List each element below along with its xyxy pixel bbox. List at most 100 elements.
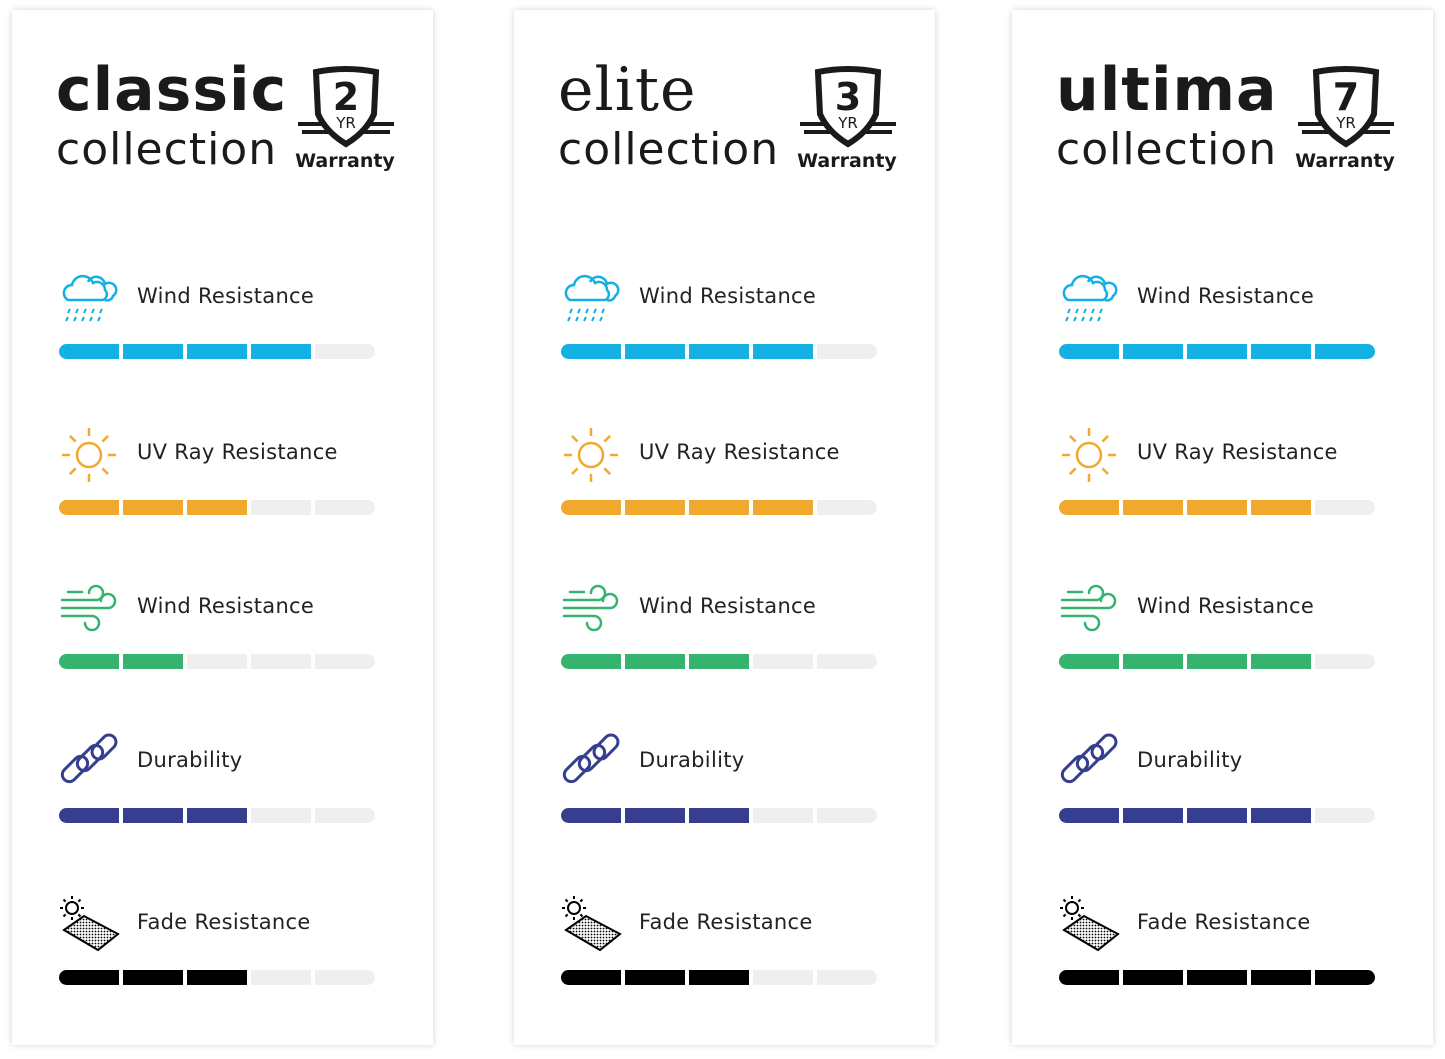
metric-label: Wind Resistance (639, 284, 817, 308)
rating-segment-filled (1187, 500, 1247, 515)
collection-subtitle: collection (56, 124, 278, 175)
rain-cloud-icon (1058, 268, 1120, 330)
metric-label: Wind Resistance (639, 594, 817, 618)
rating-segment-filled (123, 654, 183, 669)
rating-bar (59, 344, 375, 359)
rating-segment-filled (1123, 808, 1183, 823)
metric-row: Durability (560, 732, 890, 832)
metric-label: Durability (639, 748, 745, 772)
rating-segment-filled (1315, 970, 1375, 985)
warranty-label: Warranty (797, 150, 897, 172)
rating-segment-empty (753, 808, 813, 823)
rating-segment-filled (1251, 970, 1311, 985)
rating-segment-filled (689, 654, 749, 669)
rating-bar (1059, 654, 1375, 669)
rating-segment-filled (59, 654, 119, 669)
rating-segment-filled (1251, 654, 1311, 669)
rating-segment-filled (187, 500, 247, 515)
warranty-label: Warranty (1295, 150, 1395, 172)
warranty-unit: YR (1335, 114, 1356, 132)
sun-icon (560, 424, 622, 486)
card-classic: classic collection 2 YR Warranty Wind Re… (12, 10, 433, 1045)
warranty-years: 7 (1333, 75, 1359, 119)
rating-segment-filled (1059, 970, 1119, 985)
sun-fabric-icon (58, 894, 120, 956)
rating-segment-filled (1251, 808, 1311, 823)
rating-segment-filled (561, 808, 621, 823)
metric-row: Durability (58, 732, 388, 832)
metric-row: Wind Resistance (560, 578, 890, 678)
metric-row: Durability (1058, 732, 1388, 832)
wind-icon (1058, 578, 1120, 640)
metric-row: Wind Resistance (560, 268, 890, 368)
wind-icon (58, 578, 120, 640)
rating-bar (561, 344, 877, 359)
rating-segment-filled (1059, 344, 1119, 359)
collection-title: ultima (1056, 55, 1278, 125)
rating-segment-empty (753, 970, 813, 985)
rating-segment-filled (123, 970, 183, 985)
rating-segment-empty (315, 500, 375, 515)
metric-label: Wind Resistance (1137, 594, 1315, 618)
rating-segment-filled (1315, 344, 1375, 359)
rating-segment-filled (1187, 654, 1247, 669)
rating-segment-empty (251, 654, 311, 669)
rating-segment-filled (625, 808, 685, 823)
rating-segment-filled (689, 808, 749, 823)
metric-label: UV Ray Resistance (137, 440, 338, 464)
rain-cloud-icon (560, 268, 622, 330)
rating-segment-filled (561, 654, 621, 669)
rating-bar (59, 808, 375, 823)
rating-segment-filled (753, 344, 813, 359)
rating-segment-filled (1123, 500, 1183, 515)
rating-segment-empty (315, 808, 375, 823)
sun-fabric-icon (560, 894, 622, 956)
rating-segment-filled (1251, 500, 1311, 515)
warranty-years: 3 (835, 75, 861, 119)
rating-segment-filled (561, 970, 621, 985)
rating-segment-filled (625, 500, 685, 515)
rating-segment-filled (1187, 808, 1247, 823)
rating-segment-filled (187, 970, 247, 985)
warranty-shield-icon: 7 YR (1298, 66, 1394, 148)
metric-row: Fade Resistance (1058, 894, 1388, 994)
rating-segment-filled (689, 970, 749, 985)
rating-segment-filled (59, 970, 119, 985)
metric-row: Fade Resistance (560, 894, 890, 994)
rating-bar (59, 970, 375, 985)
rating-segment-filled (1059, 808, 1119, 823)
warranty-label: Warranty (295, 150, 395, 172)
metric-row: Wind Resistance (58, 268, 388, 368)
rating-bar (59, 654, 375, 669)
metric-label: Durability (137, 748, 243, 772)
metric-row: Wind Resistance (58, 578, 388, 678)
sun-icon (1058, 424, 1120, 486)
rating-segment-empty (315, 970, 375, 985)
metric-row: Fade Resistance (58, 894, 388, 994)
metric-label: Fade Resistance (1137, 910, 1311, 934)
warranty-shield-icon: 2 YR (298, 66, 394, 148)
chain-link-icon (1058, 732, 1120, 794)
rating-segment-empty (315, 344, 375, 359)
rating-segment-filled (625, 970, 685, 985)
metric-label: Wind Resistance (137, 284, 315, 308)
metric-row: Wind Resistance (1058, 268, 1388, 368)
rating-segment-filled (1187, 970, 1247, 985)
rating-segment-filled (1059, 654, 1119, 669)
metric-label: UV Ray Resistance (639, 440, 840, 464)
rating-segment-filled (1123, 344, 1183, 359)
rating-segment-empty (251, 500, 311, 515)
rating-segment-empty (753, 654, 813, 669)
rating-segment-filled (1251, 344, 1311, 359)
rating-segment-empty (817, 344, 877, 359)
warranty-years: 2 (333, 75, 359, 119)
rating-segment-filled (187, 344, 247, 359)
rating-bar (561, 654, 877, 669)
rating-segment-filled (251, 344, 311, 359)
rating-segment-filled (561, 500, 621, 515)
rating-segment-filled (1123, 970, 1183, 985)
rating-segment-filled (753, 500, 813, 515)
collection-title: elite (558, 55, 697, 125)
metric-label: UV Ray Resistance (1137, 440, 1338, 464)
rating-segment-filled (689, 344, 749, 359)
